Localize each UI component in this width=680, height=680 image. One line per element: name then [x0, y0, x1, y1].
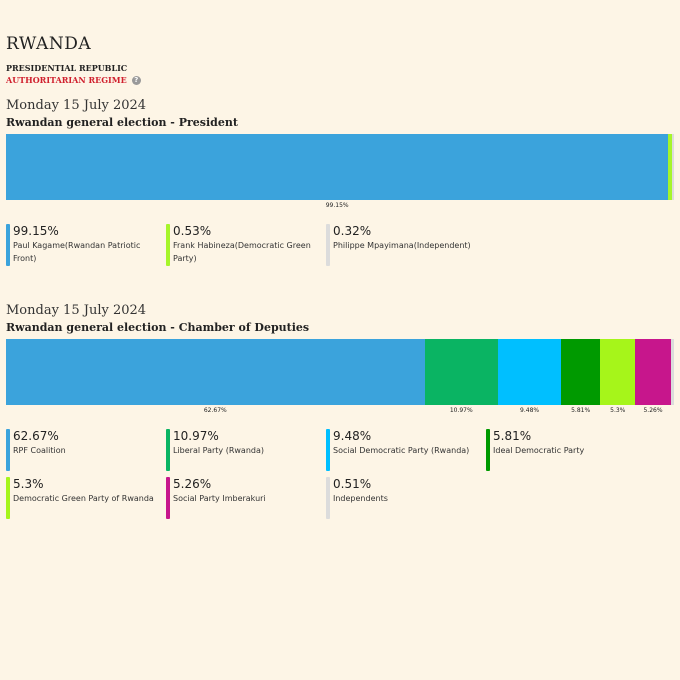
legend-swatch — [326, 224, 330, 266]
legend-name: RPF Coalition — [13, 446, 66, 455]
legend-item: 62.67% RPF Coalition — [6, 429, 156, 471]
bar-segment[interactable] — [6, 339, 425, 405]
legend-text: 99.15% Paul Kagame(Rwandan Patriotic Fron… — [13, 224, 156, 266]
bar-segment[interactable] — [635, 339, 671, 405]
results-legend: 99.15% Paul Kagame(Rwandan Patriotic Fron… — [6, 224, 674, 274]
bar-segment[interactable] — [6, 134, 669, 200]
stacked-results-bar — [6, 134, 674, 200]
bar-segment-label: 5.81% — [571, 407, 591, 414]
legend-swatch — [166, 224, 170, 266]
bar-segment[interactable] — [497, 339, 562, 405]
results-bar-area: 99.15% — [6, 134, 674, 210]
legend-name: Frank Habineza(Democratic Green Party) — [173, 241, 311, 263]
legend-percentage: 5.3% — [13, 477, 44, 491]
election-president: Monday 15 July 2024 Rwandan general elec… — [6, 98, 674, 274]
legend-text: 10.97% Liberal Party (Rwanda) — [173, 429, 264, 471]
legend-item: 5.3% Democratic Green Party of Rwanda — [6, 477, 156, 519]
legend-item: 0.51% Independents — [326, 477, 476, 519]
legend-item: 10.97% Liberal Party (Rwanda) — [166, 429, 316, 471]
results-bar-area: 62.67% 10.97% 9.48% 5.81% 5.3% 5.26% — [6, 339, 674, 415]
legend-percentage: 5.26% — [173, 477, 212, 491]
regime-text: AUTHORITARIAN REGIME — [6, 75, 127, 85]
legend-percentage: 0.51% — [333, 477, 372, 491]
bar-segment-label: 62.67% — [203, 407, 227, 414]
legend-name: Liberal Party (Rwanda) — [173, 446, 265, 455]
help-icon[interactable]: ? — [131, 75, 141, 85]
legend-text: 9.48% Social Democratic Party (Rwanda) — [333, 429, 469, 471]
legend-swatch — [326, 429, 330, 471]
bar-segment-label: 5.3% — [610, 407, 626, 414]
legend-name: Democratic Green Party of Rwanda — [13, 494, 154, 503]
results-legend: 62.67% RPF Coalition 10.97% Liberal Party (… — [6, 429, 674, 529]
election-date: Monday 15 July 2024 — [6, 98, 147, 113]
legend-swatch — [6, 224, 10, 266]
legend-item: 5.26% Social Party Imberakuri — [166, 477, 316, 519]
regime-label: AUTHORITARIAN REGIME ? — [6, 75, 141, 85]
election-date: Monday 15 July 2024 — [6, 303, 147, 318]
stacked-results-bar — [6, 339, 674, 405]
legend-text: 5.3% Democratic Green Party of Rwanda — [13, 477, 154, 519]
country-title: RWANDA — [6, 34, 92, 54]
legend-name: Independents — [333, 494, 388, 503]
election-chamber-of-deputies: Monday 15 July 2024 Rwandan general elec… — [6, 303, 674, 529]
legend-text: 0.51% Independents — [333, 477, 388, 519]
bar-segment[interactable] — [424, 339, 498, 405]
legend-name: Paul Kagame(Rwandan Patriotic Front) — [13, 241, 141, 263]
legend-swatch — [326, 477, 330, 519]
bar-segment-label: 10.97% — [449, 407, 473, 414]
legend-name: Social Democratic Party (Rwanda) — [333, 446, 470, 455]
bar-segment-label: 9.48% — [520, 407, 540, 414]
legend-item: 99.15% Paul Kagame(Rwandan Patriotic Fron… — [6, 224, 156, 266]
government-system: PRESIDENTIAL REPUBLIC — [6, 63, 128, 73]
legend-swatch — [6, 429, 10, 471]
election-title: Rwandan general election - President — [6, 116, 238, 129]
legend-percentage: 10.97% — [173, 429, 219, 443]
bar-segment[interactable] — [671, 134, 674, 200]
legend-swatch — [166, 477, 170, 519]
bar-segment[interactable] — [668, 134, 672, 200]
legend-swatch — [166, 429, 170, 471]
bar-segment-label: 99.15% — [325, 202, 349, 209]
legend-name: Social Party Imberakuri — [173, 494, 266, 503]
legend-item: 0.53% Frank Habineza(Democratic Green Par… — [166, 224, 316, 266]
bar-segment-label: 5.26% — [643, 407, 663, 414]
legend-percentage: 5.81% — [493, 429, 532, 443]
legend-percentage: 99.15% — [13, 224, 59, 238]
legend-text: 5.81% Ideal Democratic Party — [493, 429, 584, 471]
legend-percentage: 0.32% — [333, 224, 372, 238]
legend-swatch — [486, 429, 490, 471]
legend-text: 62.67% RPF Coalition — [13, 429, 66, 471]
legend-text: 5.26% Social Party Imberakuri — [173, 477, 266, 519]
legend-item: 9.48% Social Democratic Party (Rwanda) — [326, 429, 476, 471]
legend-text: 0.32% Philippe Mpayimana(Independent) — [333, 224, 471, 266]
legend-percentage: 62.67% — [13, 429, 59, 443]
legend-name: Philippe Mpayimana(Independent) — [333, 241, 471, 250]
legend-percentage: 0.53% — [173, 224, 212, 238]
bar-segment[interactable] — [600, 339, 636, 405]
legend-swatch — [6, 477, 10, 519]
election-title: Rwandan general election - Chamber of De… — [6, 321, 310, 334]
legend-text: 0.53% Frank Habineza(Democratic Green Par… — [173, 224, 316, 266]
legend-percentage: 9.48% — [333, 429, 372, 443]
bar-segment[interactable] — [561, 339, 600, 405]
bar-segment[interactable] — [670, 339, 674, 405]
legend-item: 0.32% Philippe Mpayimana(Independent) — [326, 224, 476, 266]
legend-name: Ideal Democratic Party — [493, 446, 585, 455]
legend-item: 5.81% Ideal Democratic Party — [486, 429, 636, 471]
